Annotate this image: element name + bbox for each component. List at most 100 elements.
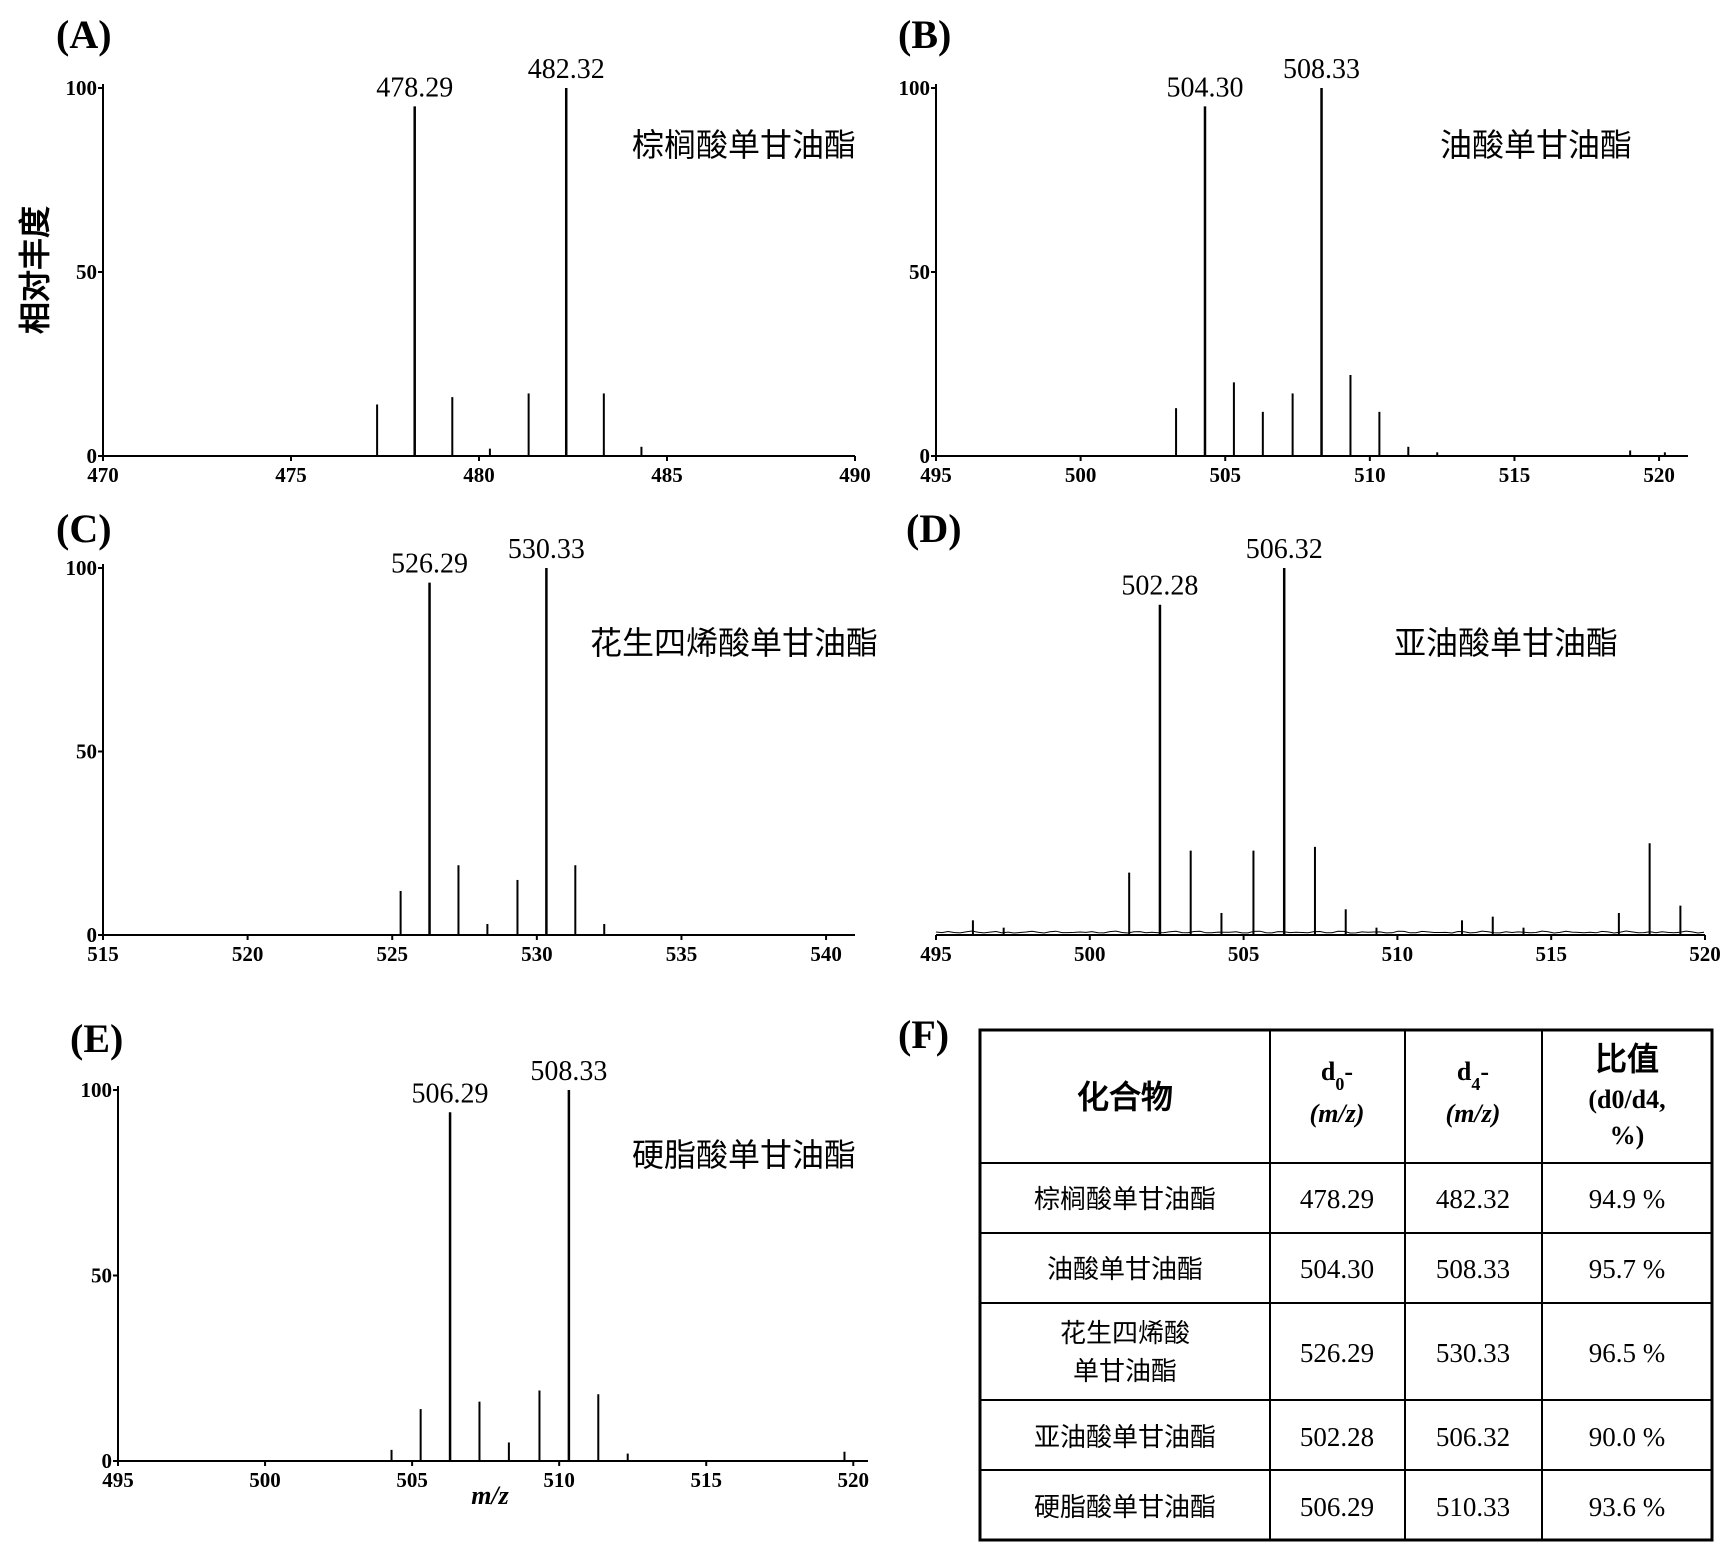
baseline-noise bbox=[936, 931, 1704, 933]
panel-label: (B) bbox=[898, 12, 951, 57]
cell-ratio: 96.5 % bbox=[1589, 1338, 1666, 1368]
header-d4-unit: (m/z) bbox=[1446, 1099, 1501, 1128]
cell-d4: 530.33 bbox=[1436, 1338, 1510, 1368]
x-tick-label: 480 bbox=[463, 463, 495, 487]
y-tick-label: 0 bbox=[87, 923, 98, 947]
table-row: 硬脂酸单甘油酯 506.29 510.33 93.6 % bbox=[1034, 1492, 1665, 1523]
compound-name: 棕榈酸单甘油酯 bbox=[632, 126, 856, 164]
ratio-table: (F) 化合物 d0- (m/z) d4- (m/z) 比值 (d0/d4, %… bbox=[898, 1012, 1712, 1540]
x-tick-label: 520 bbox=[1643, 463, 1675, 487]
peak-label: 478.29 bbox=[376, 72, 453, 103]
spectrum-panel-c: (C) 花生四烯酸单甘油酯 51552052553053554005010052… bbox=[56, 506, 878, 966]
x-tick-label: 500 bbox=[249, 1468, 281, 1492]
panel-label: (F) bbox=[898, 1012, 949, 1057]
panel-label: (D) bbox=[906, 506, 962, 551]
x-tick-label: 510 bbox=[1382, 942, 1414, 966]
y-tick-label: 0 bbox=[920, 444, 931, 468]
compound-name: 硬脂酸单甘油酯 bbox=[632, 1136, 856, 1174]
x-tick-label: 515 bbox=[1499, 463, 1531, 487]
peak-label: 530.33 bbox=[508, 534, 585, 565]
x-tick-label: 520 bbox=[1689, 942, 1721, 966]
header-ratio-line2: (d0/d4, bbox=[1588, 1085, 1665, 1114]
cell-compound: 棕榈酸单甘油酯 bbox=[1034, 1185, 1216, 1215]
peak-label: 506.29 bbox=[412, 1078, 489, 1109]
panel-label: (C) bbox=[56, 506, 112, 551]
cell-d4: 506.32 bbox=[1436, 1422, 1510, 1452]
compound-name: 花生四烯酸单甘油酯 bbox=[590, 624, 878, 662]
x-tick-label: 510 bbox=[1354, 463, 1386, 487]
header-d0-sub: 0 bbox=[1335, 1074, 1344, 1094]
x-tick-label: 525 bbox=[376, 942, 408, 966]
table-row: 花生四烯酸 单甘油酯 526.29 530.33 96.5 % bbox=[1060, 1319, 1665, 1387]
x-tick-label: 540 bbox=[810, 942, 842, 966]
x-tick-label: 495 bbox=[920, 942, 952, 966]
y-tick-label: 50 bbox=[909, 260, 930, 284]
header-ratio-line3: %) bbox=[1610, 1121, 1645, 1150]
x-tick-label: 515 bbox=[1535, 942, 1567, 966]
cell-compound: 亚油酸单甘油酯 bbox=[1034, 1423, 1216, 1453]
header-d4: d4- bbox=[1457, 1057, 1489, 1094]
compound-name: 亚油酸单甘油酯 bbox=[1394, 624, 1618, 662]
cell-compound: 硬脂酸单甘油酯 bbox=[1034, 1493, 1216, 1523]
x-tick-label: 475 bbox=[275, 463, 307, 487]
x-tick-label: 520 bbox=[838, 1468, 870, 1492]
cell-d4: 508.33 bbox=[1436, 1254, 1510, 1284]
cell-ratio: 94.9 % bbox=[1589, 1184, 1666, 1214]
cell-d0: 504.30 bbox=[1300, 1254, 1374, 1284]
cell-d0: 526.29 bbox=[1300, 1338, 1374, 1368]
y-axis-label: 相对丰度 bbox=[16, 206, 54, 334]
peak-label: 508.33 bbox=[530, 1056, 607, 1087]
cell-compound: 油酸单甘油酯 bbox=[1047, 1255, 1203, 1285]
header-d4-sub: 4 bbox=[1471, 1074, 1480, 1094]
panel-label: (E) bbox=[70, 1016, 123, 1061]
cell-d4: 482.32 bbox=[1436, 1184, 1510, 1214]
y-tick-label: 50 bbox=[76, 260, 97, 284]
cell-ratio: 95.7 % bbox=[1589, 1254, 1666, 1284]
peak-label: 526.29 bbox=[391, 549, 468, 580]
y-tick-label: 0 bbox=[102, 1449, 113, 1473]
header-d0-letter: d bbox=[1321, 1057, 1336, 1086]
x-tick-label: 535 bbox=[666, 942, 698, 966]
x-tick-label: 510 bbox=[543, 1468, 575, 1492]
y-tick-label: 100 bbox=[81, 1078, 113, 1102]
y-tick-label: 50 bbox=[91, 1264, 112, 1288]
cell-d0: 502.28 bbox=[1300, 1422, 1374, 1452]
peak-label: 506.32 bbox=[1246, 534, 1323, 565]
spectrum-panel-b: (B) 油酸单甘油酯 495500505510515520050100504.3… bbox=[898, 12, 1688, 487]
spectrum-panel-d: (D) 亚油酸单甘油酯 495500505510515520502.28506.… bbox=[906, 506, 1721, 966]
table-row: 棕榈酸单甘油酯 478.29 482.32 94.9 % bbox=[1034, 1184, 1665, 1215]
header-d0-unit: (m/z) bbox=[1310, 1099, 1365, 1128]
x-tick-label: 520 bbox=[232, 942, 264, 966]
spectrum-panel-e: (E) 硬脂酸单甘油酯 m/z 495500505510515520050100… bbox=[70, 1016, 869, 1510]
y-tick-label: 0 bbox=[87, 444, 98, 468]
cell-d0: 506.29 bbox=[1300, 1492, 1374, 1522]
peak-label: 502.28 bbox=[1121, 571, 1198, 602]
cell-d4: 510.33 bbox=[1436, 1492, 1510, 1522]
x-tick-label: 485 bbox=[651, 463, 683, 487]
y-tick-label: 100 bbox=[66, 556, 98, 580]
y-tick-label: 100 bbox=[66, 76, 98, 100]
header-d4-letter: d bbox=[1457, 1057, 1472, 1086]
table-row: 亚油酸单甘油酯 502.28 506.32 90.0 % bbox=[1034, 1422, 1665, 1453]
cell-ratio: 90.0 % bbox=[1589, 1422, 1666, 1452]
spectrum-panel-a: (A) 棕榈酸单甘油酯 470475480485490050100478.294… bbox=[56, 12, 871, 487]
x-tick-label: 505 bbox=[1209, 463, 1241, 487]
header-compound: 化合物 bbox=[1077, 1078, 1173, 1116]
x-tick-label: 530 bbox=[521, 942, 553, 966]
table-row: 油酸单甘油酯 504.30 508.33 95.7 % bbox=[1047, 1254, 1665, 1285]
panel-label: (A) bbox=[56, 12, 112, 57]
header-d0-dash: - bbox=[1344, 1057, 1353, 1086]
y-tick-label: 100 bbox=[899, 76, 931, 100]
cell-compound-line2: 单甘油酯 bbox=[1073, 1357, 1177, 1387]
cell-compound: 花生四烯酸 bbox=[1060, 1319, 1190, 1349]
cell-ratio: 93.6 % bbox=[1589, 1492, 1666, 1522]
cell-d0: 478.29 bbox=[1300, 1184, 1374, 1214]
x-tick-label: 500 bbox=[1074, 942, 1106, 966]
header-d0: d0- bbox=[1321, 1057, 1353, 1094]
peak-label: 508.33 bbox=[1283, 54, 1360, 85]
y-tick-label: 50 bbox=[76, 740, 97, 764]
peak-label: 504.30 bbox=[1166, 72, 1243, 103]
x-tick-label: 500 bbox=[1065, 463, 1097, 487]
x-tick-label: 490 bbox=[839, 463, 871, 487]
